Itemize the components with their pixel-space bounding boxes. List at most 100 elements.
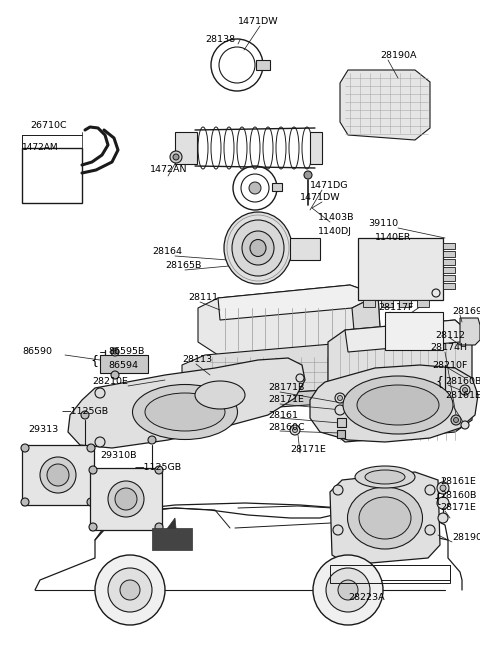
Text: 1140DJ: 1140DJ [318, 227, 352, 236]
Circle shape [338, 580, 358, 600]
Ellipse shape [195, 381, 245, 409]
Polygon shape [310, 365, 478, 442]
Circle shape [87, 498, 95, 506]
Circle shape [155, 466, 163, 474]
Bar [175, 132, 197, 164]
Text: 28190A: 28190A [380, 50, 417, 60]
Circle shape [304, 171, 312, 179]
Polygon shape [198, 285, 380, 355]
Text: 28160B: 28160B [445, 377, 480, 386]
Circle shape [425, 525, 435, 535]
Text: 28117F: 28117F [378, 303, 413, 312]
Text: 28111: 28111 [188, 293, 218, 303]
Bar [443, 283, 455, 289]
Ellipse shape [132, 384, 238, 440]
Bar [330, 565, 450, 583]
Ellipse shape [359, 497, 411, 539]
Bar [381, 300, 393, 307]
Text: 28210E: 28210E [92, 377, 128, 386]
Circle shape [21, 498, 29, 506]
Circle shape [108, 568, 152, 612]
Ellipse shape [348, 487, 422, 549]
Ellipse shape [224, 212, 292, 284]
Circle shape [454, 417, 458, 422]
Text: 28171E: 28171E [440, 504, 476, 512]
Bar [22, 148, 82, 203]
Text: 28174H: 28174H [430, 343, 467, 352]
Circle shape [333, 485, 343, 495]
Circle shape [326, 568, 370, 612]
Text: 26710C: 26710C [30, 121, 67, 130]
Bar [100, 355, 148, 373]
Circle shape [170, 151, 182, 163]
Circle shape [95, 388, 105, 398]
Text: 28169: 28169 [452, 307, 480, 316]
Bar [443, 259, 455, 265]
Bar [443, 251, 455, 257]
Ellipse shape [250, 240, 266, 257]
Circle shape [461, 421, 469, 429]
Text: 28190: 28190 [452, 534, 480, 542]
Text: 28161E: 28161E [440, 477, 476, 487]
Bar [337, 418, 346, 427]
Text: 86595B: 86595B [108, 348, 144, 356]
Text: —1125GB: —1125GB [62, 407, 109, 417]
Polygon shape [155, 518, 178, 548]
Bar [443, 275, 455, 281]
Bar [417, 300, 429, 307]
Text: {: { [435, 375, 443, 388]
Bar [90, 468, 162, 530]
Text: 28171E: 28171E [268, 396, 304, 405]
Circle shape [290, 425, 300, 435]
Bar [443, 243, 455, 249]
Circle shape [113, 350, 117, 354]
Bar [272, 183, 282, 191]
Bar [290, 238, 320, 260]
Ellipse shape [232, 220, 284, 276]
Text: 28160C: 28160C [268, 424, 305, 432]
Polygon shape [205, 375, 382, 412]
Polygon shape [352, 295, 380, 342]
Circle shape [95, 437, 105, 447]
Polygon shape [218, 285, 378, 320]
Text: 28160B: 28160B [440, 491, 476, 500]
Circle shape [437, 497, 449, 509]
Circle shape [463, 388, 468, 392]
Ellipse shape [115, 488, 137, 510]
Text: 86590: 86590 [22, 348, 52, 356]
Circle shape [438, 513, 448, 523]
Text: 1472AN: 1472AN [150, 166, 188, 174]
Text: 1472AM: 1472AM [22, 143, 59, 153]
Text: 28171E: 28171E [290, 445, 326, 455]
Circle shape [296, 374, 304, 382]
Circle shape [335, 405, 345, 415]
Circle shape [333, 525, 343, 535]
Text: 11403B: 11403B [318, 214, 355, 223]
Text: 28210F: 28210F [432, 360, 468, 369]
Bar [152, 528, 192, 550]
Ellipse shape [145, 393, 225, 431]
Ellipse shape [40, 457, 76, 493]
Circle shape [155, 523, 163, 531]
Circle shape [313, 555, 383, 625]
Text: 28165B: 28165B [165, 261, 202, 271]
Circle shape [460, 385, 470, 395]
Circle shape [89, 523, 97, 531]
Text: 86594: 86594 [108, 360, 138, 369]
Ellipse shape [365, 470, 405, 484]
Text: 1471DG: 1471DG [310, 181, 348, 189]
Text: 28138: 28138 [205, 35, 235, 45]
Ellipse shape [47, 464, 69, 486]
Text: 39110: 39110 [368, 219, 398, 229]
Circle shape [425, 485, 435, 495]
Text: {: { [90, 354, 98, 367]
Text: 28171B: 28171B [268, 383, 304, 392]
Circle shape [87, 444, 95, 452]
Bar [310, 132, 322, 164]
Bar [22, 445, 94, 505]
Ellipse shape [343, 376, 453, 434]
Circle shape [148, 436, 156, 444]
Polygon shape [340, 70, 430, 140]
Polygon shape [68, 358, 305, 448]
Text: 28161: 28161 [268, 411, 298, 419]
